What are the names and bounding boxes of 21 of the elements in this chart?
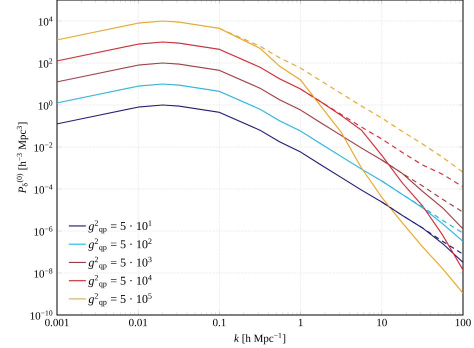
legend-label: g$^{2}$$_{qp}$ = 5 · 10$^{4}$	[88, 275, 152, 288]
x-tick-label: 100	[456, 318, 471, 326]
legend-label: g$^{2}$$_{qp}$ = 5 · 10$^{1}$	[88, 220, 152, 234]
legend-label: g$^{2}$$_{qp}$ = 5 · 10$^{3}$	[88, 256, 152, 270]
y-tick-label: 10$^{−4}$	[34, 184, 53, 194]
x-tick-label: 1	[298, 318, 303, 326]
y-tick-label: 10$^{2}$	[38, 58, 52, 68]
x-tick-label: 10	[377, 318, 387, 326]
y-axis-title: P$_{δ}$$^{(0)}$ [h$^{−3}$ Mpc$^{3}$]	[16, 122, 28, 194]
x-axis-title: k [h Mpc$^{−1}$]	[234, 332, 286, 344]
x-tick-label: 0.01	[129, 318, 148, 326]
legend-label: g$^{2}$$_{qp}$ = 5 · 10$^{2}$	[88, 238, 152, 252]
y-tick-label: 10$^{4}$	[38, 16, 53, 26]
y-tick-label: 10$^{−2}$	[34, 142, 52, 152]
y-tick-label: 10$^{−8}$	[34, 268, 52, 278]
x-tick-label: 0.001	[45, 318, 69, 326]
y-tick-label: 10$^{−10}$	[30, 310, 52, 320]
y-tick-label: 10$^{−6}$	[34, 226, 52, 236]
x-tick-label: 0.1	[212, 318, 226, 326]
y-tick-label: 10$^{0}$	[38, 100, 52, 110]
legend-label: g$^{2}$$_{qp}$ = 5 · 10$^{5}$	[88, 293, 152, 306]
